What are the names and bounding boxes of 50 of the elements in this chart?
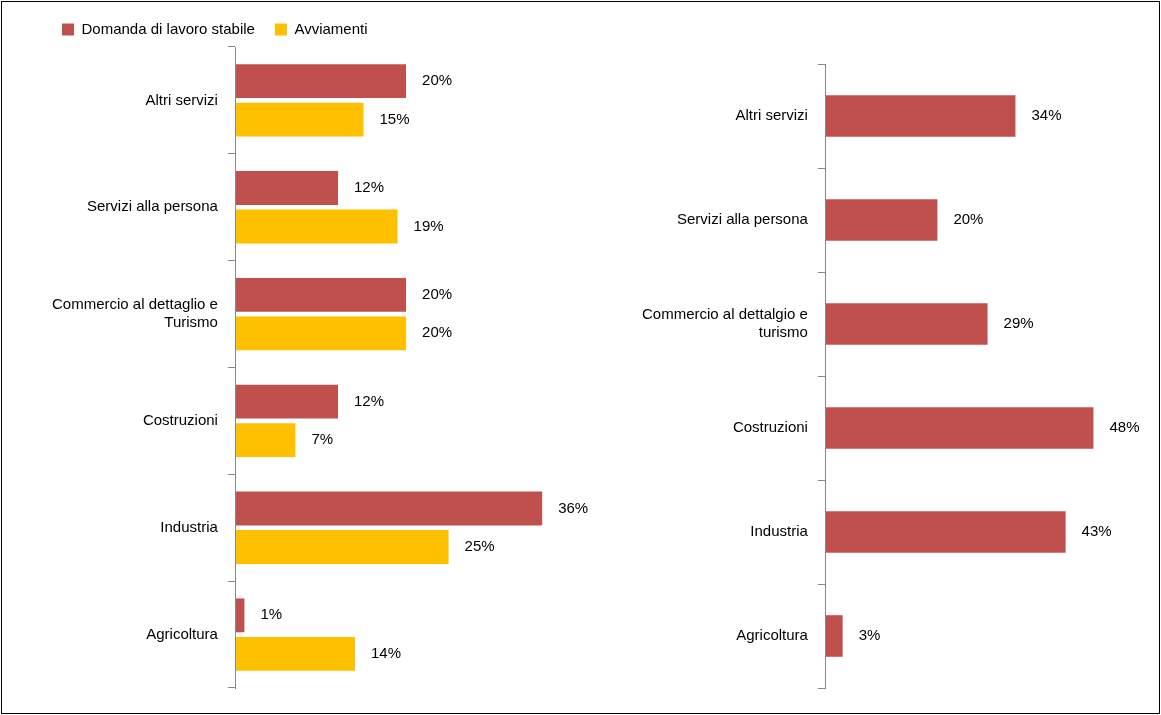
data-label: 43% [1081, 522, 1112, 540]
data-label: 7% [311, 430, 334, 448]
y-tick-label: Commercio al dettaglio e Turismo [51, 295, 218, 331]
bar [235, 171, 338, 205]
y-tick-label: Altri servizi [735, 106, 808, 124]
bar [235, 64, 407, 99]
y-tick-label: Agricoltura [146, 624, 219, 642]
bar [235, 277, 407, 312]
y-tick-label: Servizi alla persona [677, 210, 809, 228]
bar [825, 615, 843, 657]
data-label: 15% [379, 109, 410, 127]
data-label: 25% [464, 537, 495, 555]
y-tick-label: Agricoltura [736, 626, 809, 644]
bar [235, 102, 364, 137]
data-label: 20% [422, 71, 453, 89]
bar [235, 598, 245, 633]
bar [825, 95, 1016, 137]
data-label: 1% [260, 605, 283, 623]
data-label: 12% [354, 391, 385, 409]
bar [235, 384, 338, 419]
bar [235, 316, 407, 351]
legend-label: Domanda di lavoro stabile [81, 19, 255, 37]
y-tick-label: Servizi alla persona [87, 197, 219, 215]
bar [825, 407, 1094, 449]
bar [235, 423, 296, 458]
data-label: 20% [422, 284, 453, 302]
y-tick-label: Altri servizi [145, 90, 218, 108]
data-label: 48% [1109, 418, 1140, 436]
data-label: 3% [858, 626, 881, 644]
data-label: 14% [371, 643, 402, 661]
y-tick-label: Commercio al dettalgio e turismo [641, 305, 808, 341]
legend-label: Avviamenti [294, 19, 368, 37]
bar [825, 303, 988, 345]
bar [235, 209, 398, 244]
data-label: 29% [1003, 314, 1034, 332]
data-label: 34% [1031, 106, 1062, 124]
bar [235, 530, 449, 564]
bar [235, 636, 356, 671]
data-label: 12% [354, 178, 385, 196]
bar [235, 491, 543, 526]
bar [825, 511, 1066, 553]
data-label: 20% [422, 323, 453, 341]
data-label: 19% [413, 216, 444, 234]
data-label: 20% [953, 210, 984, 228]
bar [825, 199, 938, 241]
data-label: 36% [558, 498, 589, 516]
y-tick-label: Costruzioni [142, 411, 218, 429]
y-tick-label: Industria [750, 522, 809, 540]
y-tick-label: Industria [160, 517, 219, 535]
y-tick-label: Costruzioni [732, 418, 808, 436]
